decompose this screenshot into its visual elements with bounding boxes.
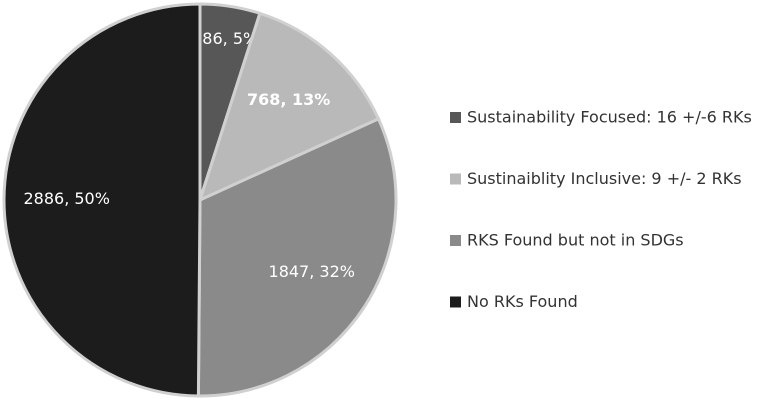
- legend-label: Sustainability Focused: 16 +/-6 RKs: [467, 108, 752, 127]
- pie-slice: [2, 2, 202, 398]
- data-label: 1847, 32%: [269, 262, 355, 281]
- pie-slice: [196, 116, 398, 398]
- legend-swatch: [450, 296, 461, 308]
- data-label: 286, 5%: [192, 29, 258, 48]
- legend-label: No RKs Found: [467, 292, 578, 311]
- data-label: 2886, 50%: [23, 189, 109, 208]
- pie-slice: [197, 11, 381, 203]
- legend-swatch: [450, 112, 461, 123]
- legend-label: Sustinaiblity Inclusive: 9 +/- 2 RKs: [467, 169, 742, 188]
- legend-swatch: [450, 173, 461, 185]
- data-label: 768, 13%: [247, 90, 330, 109]
- legend-swatch: [450, 235, 461, 246]
- legend-label: RKS Found but not in SDGs: [467, 231, 684, 250]
